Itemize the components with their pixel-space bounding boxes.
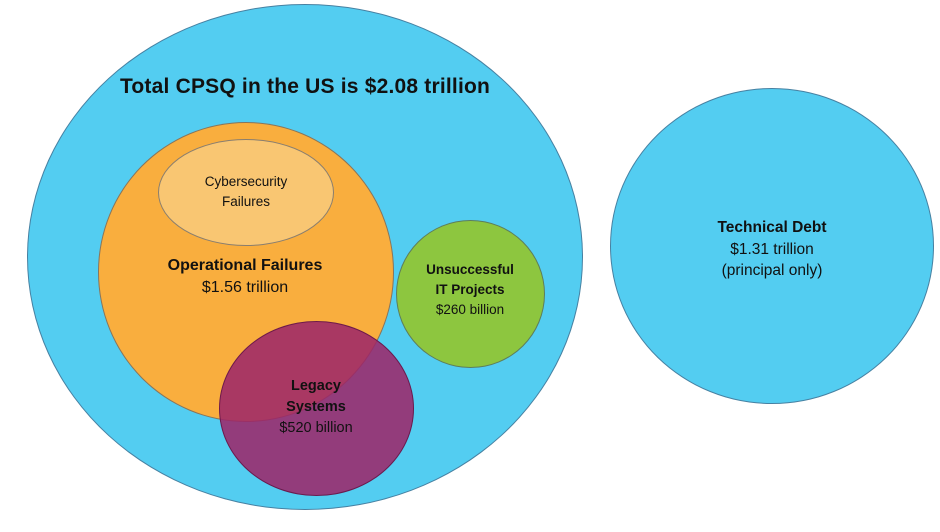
technical-debt-circle: [610, 88, 934, 404]
technical-debt-label: Technical Debt $1.31 trillion (principal…: [717, 217, 826, 282]
legacy-systems-line2: Systems: [286, 399, 346, 415]
operational-failures-label: Operational Failures $1.56 trillion: [168, 255, 323, 299]
operational-failures-name: Operational Failures: [167, 257, 323, 274]
legacy-systems-value: $520 billion: [279, 420, 353, 436]
unsuccessful-it-projects-value: $260 billion: [435, 302, 505, 317]
cybersecurity-failures-line1: Cybersecurity: [204, 174, 288, 189]
unsuccessful-it-projects-label: Unsuccessful IT Projects $260 billion: [426, 260, 514, 320]
cybersecurity-failures-label: Cybersecurity Failures: [205, 172, 288, 212]
legacy-systems-label: Legacy Systems $520 billion: [279, 376, 352, 439]
technical-debt-value: $1.31 trillion: [730, 240, 814, 258]
technical-debt-note: (principal only): [721, 262, 823, 279]
cybersecurity-failures-line2: Failures: [221, 194, 270, 209]
unsuccessful-it-projects-line1: Unsuccessful: [426, 262, 514, 277]
legacy-systems-circle: [219, 321, 414, 496]
technical-debt-name: Technical Debt: [717, 219, 827, 236]
cybersecurity-failures-ellipse: [158, 139, 334, 246]
unsuccessful-it-projects-circle: [396, 220, 545, 368]
legacy-systems-line1: Legacy: [291, 378, 341, 394]
operational-failures-value: $1.56 trillion: [201, 279, 289, 296]
diagram-title: Total CPSQ in the US is $2.08 trillion: [119, 75, 491, 98]
unsuccessful-it-projects-line2: IT Projects: [435, 282, 505, 297]
